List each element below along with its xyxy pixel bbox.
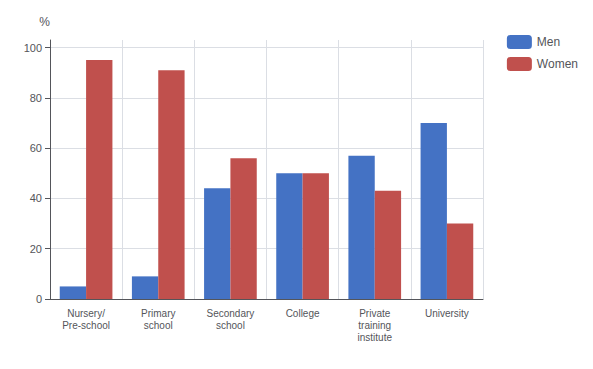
svg-text:80: 80 bbox=[30, 92, 42, 104]
svg-text:100: 100 bbox=[24, 42, 42, 54]
svg-text:Men: Men bbox=[537, 35, 560, 49]
svg-text:institute: institute bbox=[358, 332, 393, 343]
svg-text:school: school bbox=[216, 320, 245, 331]
svg-text:%: % bbox=[39, 15, 50, 29]
svg-text:20: 20 bbox=[30, 243, 42, 255]
svg-text:College: College bbox=[286, 308, 320, 319]
svg-text:University: University bbox=[425, 308, 469, 319]
svg-text:Women: Women bbox=[537, 57, 578, 71]
svg-text:Private: Private bbox=[359, 308, 391, 319]
svg-text:Pre-school: Pre-school bbox=[62, 320, 110, 331]
svg-text:60: 60 bbox=[30, 142, 42, 154]
svg-text:Primary: Primary bbox=[141, 308, 175, 319]
svg-text:0: 0 bbox=[36, 293, 42, 305]
svg-text:school: school bbox=[144, 320, 173, 331]
svg-text:training: training bbox=[358, 320, 391, 331]
svg-text:Secondary: Secondary bbox=[207, 308, 255, 319]
svg-text:40: 40 bbox=[30, 192, 42, 204]
svg-text:Nursery/: Nursery/ bbox=[67, 308, 105, 319]
